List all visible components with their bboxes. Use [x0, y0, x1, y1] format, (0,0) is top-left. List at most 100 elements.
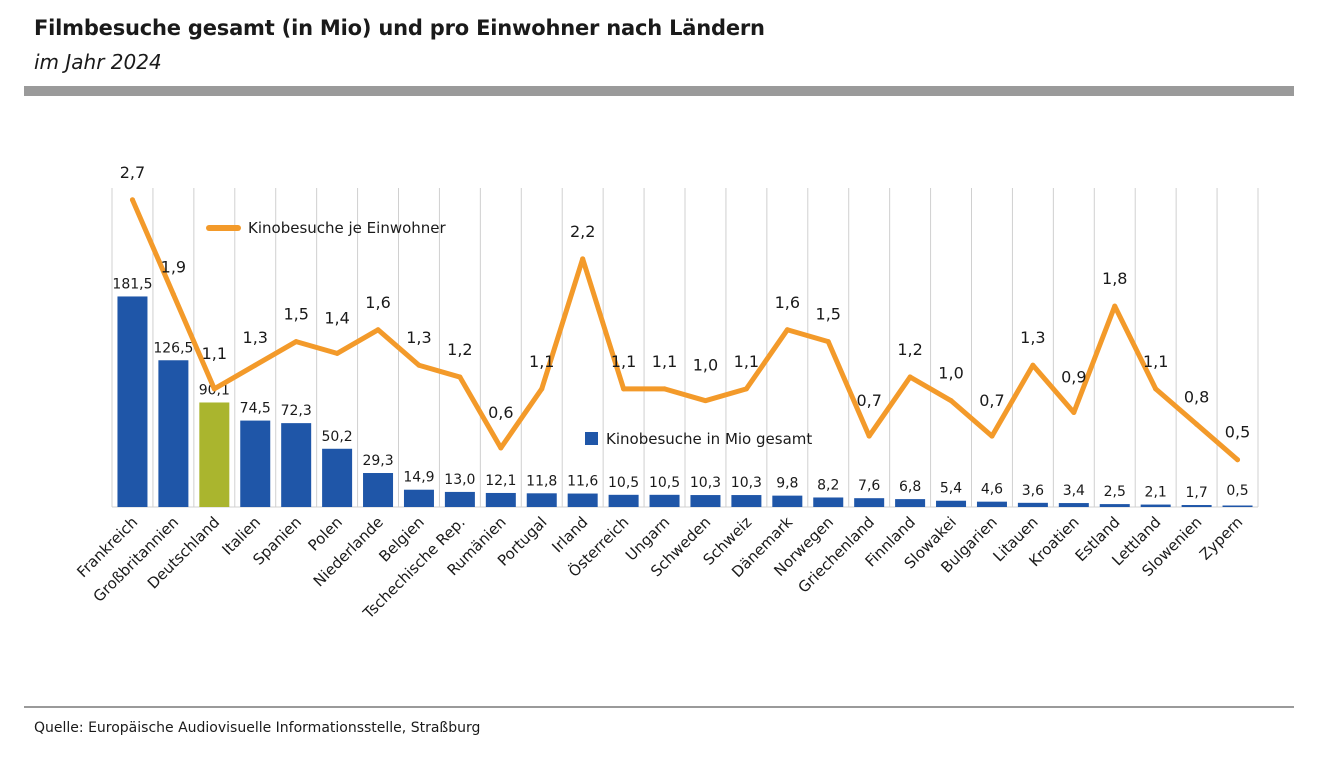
line-label: 1,4	[324, 308, 349, 327]
line-point	[825, 339, 831, 345]
line-point	[375, 327, 381, 333]
header-rule	[24, 86, 1294, 96]
line-point	[580, 256, 586, 262]
line-point	[457, 374, 463, 380]
combo-chart: 181,5126,590,174,572,350,229,314,913,012…	[73, 163, 1259, 623]
line-point	[170, 291, 176, 297]
bar-Estland	[1099, 504, 1130, 507]
line-label: 1,8	[1102, 269, 1127, 288]
line-label: 1,0	[938, 364, 963, 383]
bar-Polen	[322, 448, 353, 507]
bar-label: 14,9	[403, 470, 434, 486]
bar-Belgien	[403, 489, 434, 507]
line-point	[743, 386, 749, 392]
line-series-per-capita	[129, 197, 1241, 463]
line-label: 0,7	[856, 391, 881, 410]
line-point	[702, 398, 708, 404]
line-label: 0,5	[1225, 423, 1250, 442]
line-point	[1153, 386, 1159, 392]
line-label: 0,6	[488, 403, 513, 422]
legend-line-label: Kinobesuche je Einwohner	[248, 219, 447, 237]
bar-label: 10,5	[608, 475, 639, 491]
bar-label: 2,5	[1104, 484, 1126, 500]
bar-Lettland	[1140, 504, 1171, 507]
bar-Slowenien	[1181, 505, 1212, 507]
line-point	[252, 362, 258, 368]
source-note: Quelle: Europäische Audiovisuelle Inform…	[34, 720, 481, 736]
line-label: 1,1	[529, 352, 554, 371]
bar-label: 10,3	[731, 475, 762, 491]
bar-label: 74,5	[240, 401, 271, 417]
line-label: 1,1	[734, 352, 759, 371]
bar-Österreich	[608, 494, 639, 507]
line-label: 1,5	[283, 305, 308, 324]
line-label: 1,1	[1143, 352, 1168, 371]
line-point	[129, 197, 135, 203]
line-label: 1,3	[406, 328, 431, 347]
line-point	[662, 386, 668, 392]
line-point	[989, 433, 995, 439]
bar-label: 3,4	[1063, 483, 1085, 499]
bar-label: 9,8	[776, 476, 798, 492]
bar-label: 50,2	[322, 429, 353, 445]
footer-rule	[24, 706, 1294, 708]
bar-label: 12,1	[485, 473, 516, 489]
bar-label: 4,6	[981, 482, 1003, 498]
legend-bar-label: Kinobesuche in Mio gesamt	[606, 430, 812, 448]
line-point	[498, 445, 504, 451]
bar-Deutschland	[199, 402, 230, 507]
line-point	[1235, 457, 1241, 463]
bar-Frankreich	[117, 296, 148, 507]
bar-label: 29,3	[362, 453, 393, 469]
line-label: 2,2	[570, 222, 595, 241]
line-layer	[129, 197, 1241, 463]
bar-Griechenland	[854, 498, 885, 507]
line-point	[621, 386, 627, 392]
line-label: 0,8	[1184, 387, 1209, 406]
bar-label: 7,6	[858, 478, 880, 494]
legend-bar-swatch	[585, 432, 598, 445]
bar-layer	[117, 296, 1253, 507]
bar-Portugal	[526, 493, 557, 507]
line-point	[293, 339, 299, 345]
line-point	[784, 327, 790, 333]
chart-title: Filmbesuche gesamt (in Mio) und pro Einw…	[34, 16, 765, 40]
x-tick-label: Zypern	[1196, 513, 1246, 563]
bar-label: 5,4	[940, 481, 962, 497]
bar-Niederlande	[363, 473, 394, 507]
line-point	[416, 362, 422, 368]
line-label: 1,9	[161, 257, 186, 276]
x-tick-layer: FrankreichGroßbritannienDeutschlandItali…	[73, 512, 1246, 622]
bar-Finnland	[895, 499, 926, 507]
line-label: 1,5	[816, 305, 841, 324]
bar-Norwegen	[813, 497, 844, 507]
line-point	[907, 374, 913, 380]
line-label: 1,0	[693, 356, 718, 375]
line-point	[211, 386, 217, 392]
line-label: 1,1	[652, 352, 677, 371]
chart-subtitle: im Jahr 2024	[34, 50, 162, 74]
line-label: 1,3	[243, 328, 268, 347]
line-point	[866, 433, 872, 439]
bar-Tschechische Rep.	[444, 491, 475, 507]
bar-Spanien	[281, 423, 312, 507]
bar-Kroatien	[1058, 503, 1089, 507]
line-point	[1112, 303, 1118, 309]
legend: Kinobesuche je Einwohner Kinobesuche in M…	[206, 219, 812, 448]
line-label: 1,6	[365, 293, 390, 312]
bar-label: 8,2	[817, 477, 839, 493]
bar-label: 10,3	[690, 475, 721, 491]
line-point	[1194, 421, 1200, 427]
line-label: 2,7	[120, 163, 145, 182]
line-label: 0,7	[979, 391, 1004, 410]
bar-label: 11,6	[567, 474, 598, 490]
line-point	[539, 386, 545, 392]
line-label: 1,2	[447, 340, 472, 359]
line-point	[1071, 409, 1077, 415]
line-label-layer: 2,7 1,9 1,1 1,3 1,5 1,4 1,6 1,3 1,2 0,6 1,1 2,2 1,1 1…	[120, 163, 1251, 442]
bar-label: 126,5	[153, 340, 193, 356]
line-label: 0,9	[1061, 367, 1086, 386]
bar-label: 0,5	[1226, 483, 1248, 499]
bar-label: 181,5	[112, 276, 152, 292]
bar-label: 72,3	[281, 403, 312, 419]
